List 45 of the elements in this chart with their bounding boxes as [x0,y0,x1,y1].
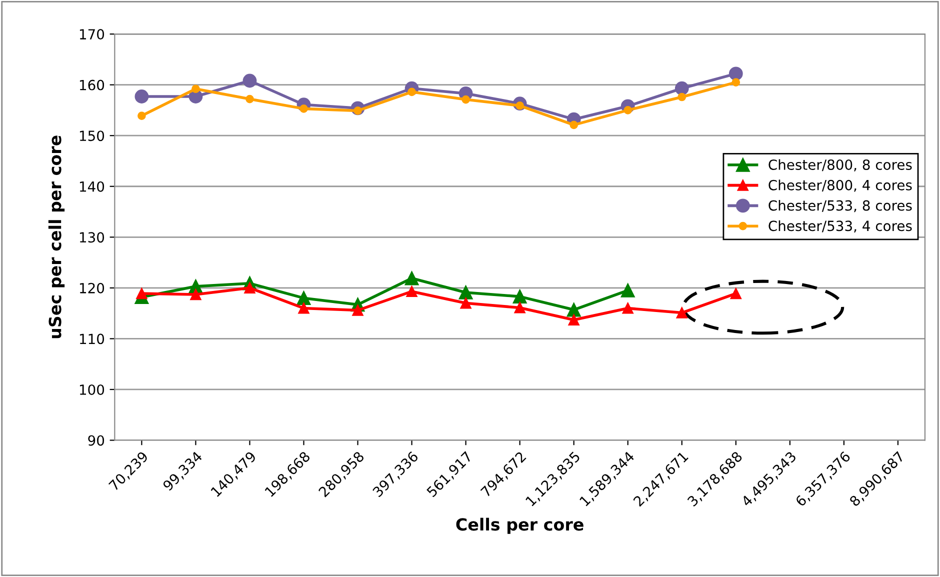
y-tick-label: 140 [80,181,104,192]
y-tick-label: 100 [80,384,104,395]
point [242,74,257,88]
legend-label: Chester/800, 8 cores [768,159,912,172]
point [622,302,634,314]
point [458,286,473,300]
point [406,286,418,298]
x-axis-title: Cells per core [456,518,584,534]
point [190,288,202,300]
point [138,112,146,120]
point [192,84,200,94]
point [624,106,632,114]
point [512,290,527,304]
point [514,302,526,314]
point [676,307,688,318]
point [570,120,578,130]
point [462,95,470,104]
point [732,78,740,86]
point [404,271,419,286]
y-tick-label: 90 [88,435,104,446]
point [300,104,308,113]
y-tick-label: 170 [80,29,104,40]
point [298,302,310,314]
y-tick-label: 120 [80,282,104,294]
point [568,314,580,326]
point [620,284,635,298]
point [674,81,689,96]
legend-label: Chester/533, 4 cores [768,220,912,233]
point [136,288,148,300]
y-tick-label: 160 [80,80,104,90]
legend-label: Chester/533, 8 cores [768,200,912,212]
point [730,288,742,300]
legend-label: Chester/800, 4 cores [768,180,912,192]
y-tick-label: 110 [80,334,104,344]
point [460,298,472,309]
y-tick-label: 130 [80,232,104,243]
point [728,66,743,81]
point [296,291,311,306]
y-axis-title: uSec per cell per core [48,136,65,338]
y-tick-label: 150 [80,130,104,142]
point [134,90,149,104]
point [246,94,254,104]
point [352,304,364,316]
point [678,92,686,102]
point [566,302,581,317]
